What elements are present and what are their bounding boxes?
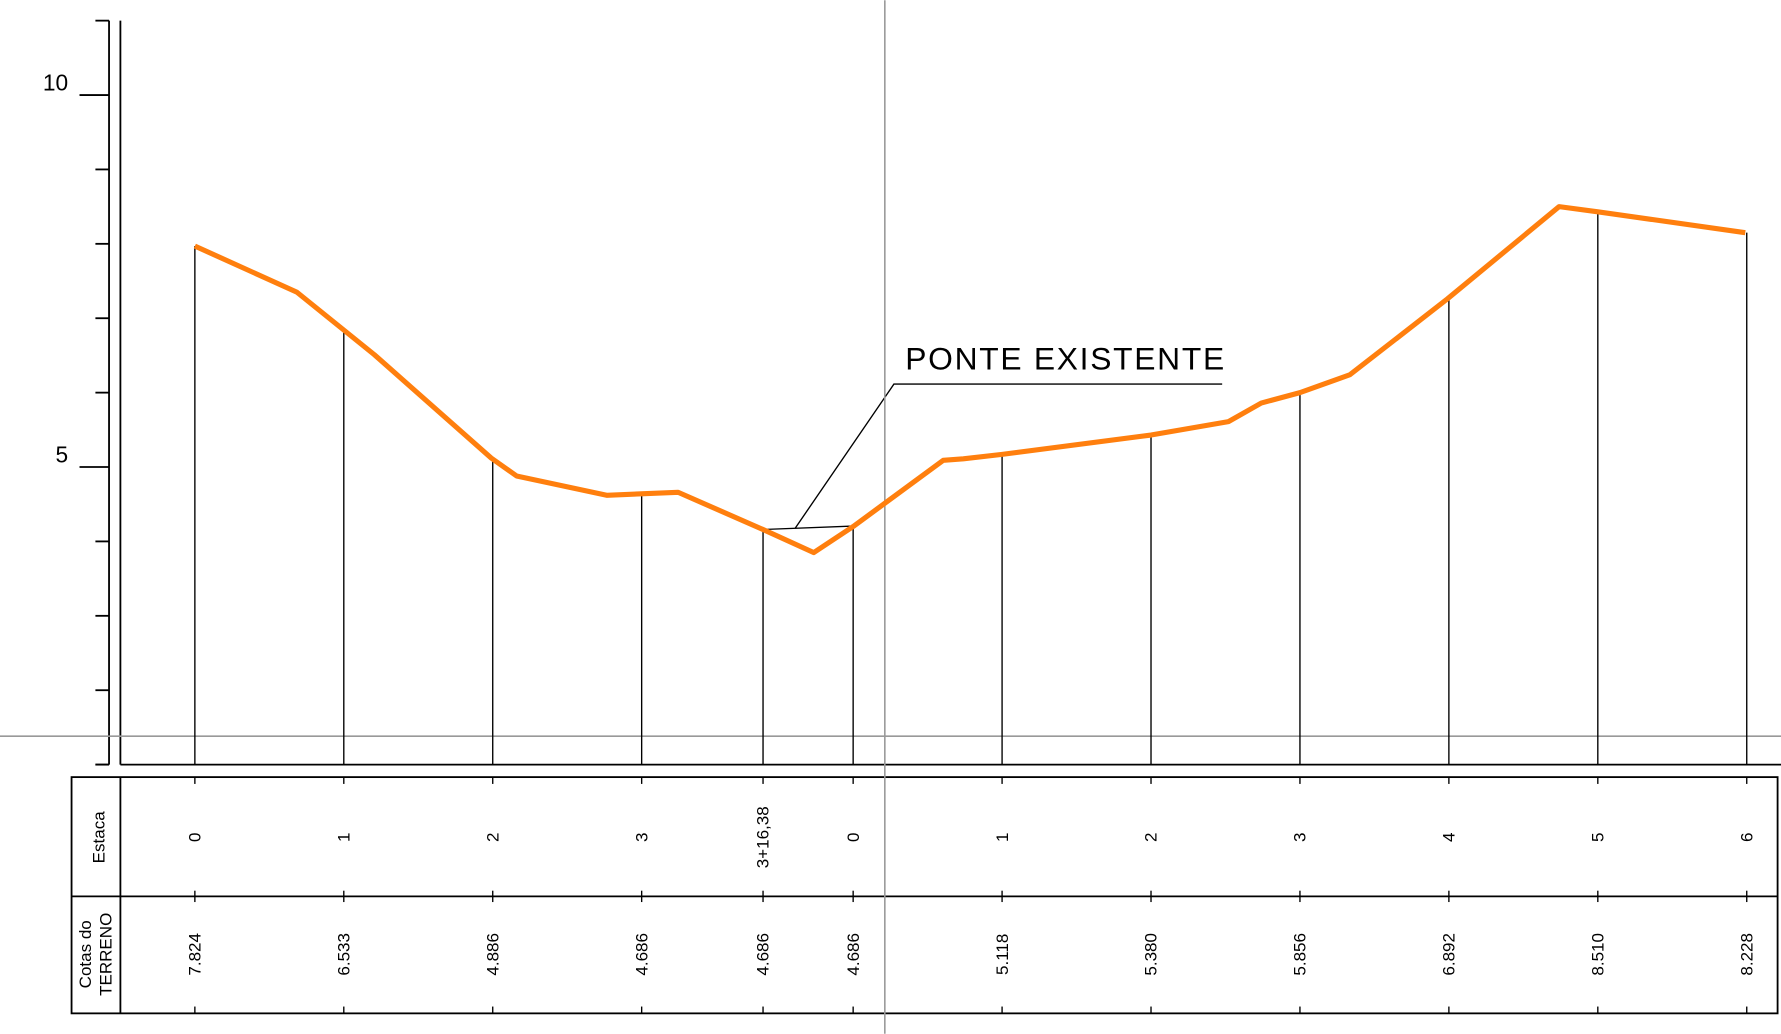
elevation-label: 5.118 [993, 934, 1012, 975]
elevation-label: 7.824 [186, 933, 205, 976]
station-label: 6 [1737, 833, 1756, 842]
station-label: 1 [993, 833, 1012, 842]
row-label: TERRENO [96, 913, 115, 996]
terrain-profile [193, 204, 1746, 556]
annotation: PONTE EXISTENTE [905, 340, 1226, 376]
station-label: 0 [844, 833, 863, 842]
elevation-label: 4.686 [844, 933, 863, 976]
y-tick-label: 10 [43, 69, 68, 95]
station-label: 1 [334, 833, 353, 842]
elevation-label: 6.892 [1440, 933, 1459, 976]
station-label: 5 [1588, 833, 1607, 842]
station-label: 3 [1291, 833, 1310, 842]
leader-line [794, 383, 1223, 529]
station-label: 2 [483, 833, 502, 842]
bridge-line [763, 525, 854, 531]
row-label: Cotas do [76, 920, 95, 988]
elevation-label: 5.380 [1142, 933, 1161, 976]
table-frame [70, 776, 1779, 1015]
elevation-label: 8.228 [1737, 933, 1756, 976]
y-tick-label: 5 [56, 441, 69, 467]
station-label: 3+16,38 [754, 806, 773, 868]
elevation-label: 8.510 [1588, 933, 1607, 976]
station-label: 3 [632, 833, 651, 842]
elevation-label: 4.686 [632, 933, 651, 976]
row-label: Estaca [89, 811, 108, 864]
elevation-label: 4.686 [754, 933, 773, 976]
elevation-label: 5.856 [1291, 933, 1310, 976]
station-label: 2 [1142, 833, 1161, 842]
elevation-label: 6.533 [334, 933, 353, 976]
station-label: 0 [186, 833, 205, 842]
station-label: 4 [1440, 833, 1459, 842]
elevation-label: 4.886 [483, 933, 502, 976]
